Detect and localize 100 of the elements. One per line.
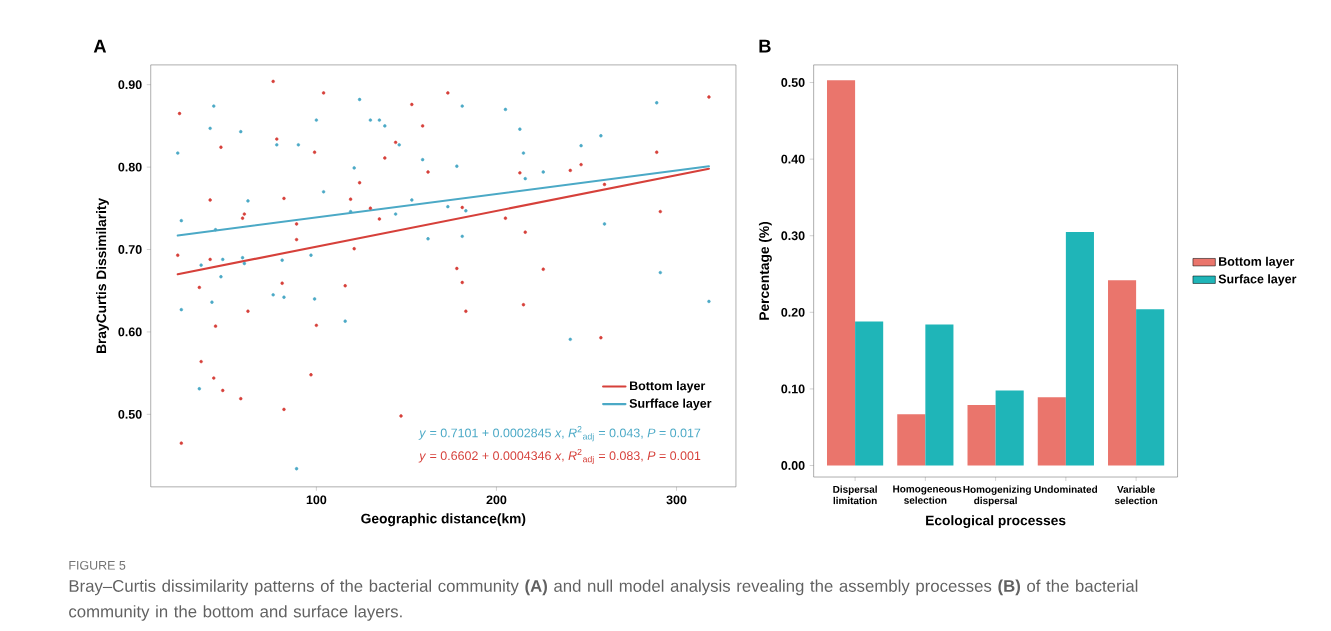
point (410, 102, 414, 106)
y-tick-label: 0.10 (781, 384, 805, 394)
point (377, 217, 382, 221)
point (208, 198, 212, 202)
point (314, 323, 319, 327)
point (219, 145, 223, 149)
point (282, 196, 286, 200)
point (343, 319, 347, 323)
point (219, 274, 223, 279)
point (655, 100, 659, 105)
legend-label: Surface layer (1218, 274, 1297, 286)
point (707, 95, 711, 99)
point (348, 209, 353, 214)
point (455, 164, 459, 168)
legend-label: Bottom layer (630, 380, 706, 393)
point (309, 253, 313, 257)
point (242, 212, 247, 216)
x-tick-label: 200 (486, 495, 507, 505)
point (368, 118, 373, 122)
point (464, 309, 468, 313)
point (455, 266, 459, 270)
bar (1037, 397, 1066, 466)
point (523, 176, 527, 181)
bar (1108, 279, 1137, 466)
chart-title: B (759, 39, 771, 53)
point (393, 140, 398, 144)
y-tick-label: 0.20 (781, 307, 805, 317)
point (275, 142, 279, 147)
point (420, 157, 425, 162)
bar (1136, 309, 1165, 466)
point (707, 299, 711, 303)
point (426, 236, 430, 241)
point (282, 295, 286, 299)
point (464, 208, 468, 213)
bar (925, 324, 954, 466)
point (602, 182, 607, 186)
bar (967, 404, 996, 466)
x-tick-label: Variable selection (1114, 485, 1158, 504)
point (208, 126, 212, 130)
point (271, 79, 275, 83)
point (294, 237, 299, 242)
chart-title: A (93, 39, 107, 53)
point (599, 133, 603, 138)
y-tick-label: 0.00 (781, 460, 805, 470)
point (579, 143, 583, 148)
point (179, 218, 184, 223)
point (503, 216, 508, 220)
point (460, 234, 464, 238)
point (397, 142, 401, 147)
point (221, 388, 225, 392)
point (521, 151, 526, 155)
point (213, 227, 218, 232)
x-axis-title: Geographic distance(km) (361, 513, 526, 526)
point (383, 156, 387, 160)
text: y = 0.6602 + 0.0004346 x, R$^{2}$$_{adj}$ = 0.083, P = 0.001 (418, 448, 701, 464)
point (399, 414, 403, 418)
text: y = 0.7101 + 0.0002845 x, R$^{2}$$_{adj}$ = 0.043, P = 0.017 (418, 425, 701, 442)
y-tick-label: 0.70 (118, 244, 142, 254)
bar (995, 390, 1024, 466)
point (221, 257, 225, 261)
point (420, 123, 425, 128)
point (523, 230, 527, 234)
x-tick-label: 100 (306, 495, 327, 505)
point (210, 300, 214, 304)
point (352, 246, 356, 251)
point (246, 198, 250, 203)
point (239, 129, 243, 134)
y-tick-label: 0.60 (118, 327, 142, 337)
y-tick-label: 0.50 (781, 77, 805, 87)
point (446, 91, 450, 95)
text: Bray–Curtis dissimilarity patterns of the bacterial community (A) and null model analysis revealing the assembly processes (B) of the bacterial community in the bottom and surface layers. (69, 579, 1138, 621)
point (197, 386, 202, 391)
point (199, 359, 203, 364)
point (179, 441, 184, 445)
point (357, 97, 362, 101)
point (321, 189, 326, 194)
legend-label: Bottom layer (1219, 256, 1295, 269)
point (240, 216, 245, 220)
point (275, 137, 279, 141)
point (446, 204, 450, 209)
point (348, 197, 353, 201)
x-tick-label: Homogenizing dispersal (963, 485, 1031, 506)
point (294, 222, 299, 226)
point (212, 376, 216, 380)
point (541, 267, 545, 271)
point (602, 222, 607, 226)
point (503, 107, 508, 111)
y-tick-label: 0.90 (118, 80, 142, 89)
point (518, 127, 522, 131)
point (280, 281, 284, 285)
point (271, 292, 275, 297)
x-tick-label: 300 (666, 495, 687, 505)
bar (826, 80, 856, 466)
point (213, 324, 218, 328)
point (282, 407, 286, 411)
bar (897, 413, 926, 466)
point (343, 283, 347, 288)
point (521, 302, 526, 307)
x-axis-title: Ecological processes (926, 514, 1066, 528)
point (212, 104, 216, 108)
